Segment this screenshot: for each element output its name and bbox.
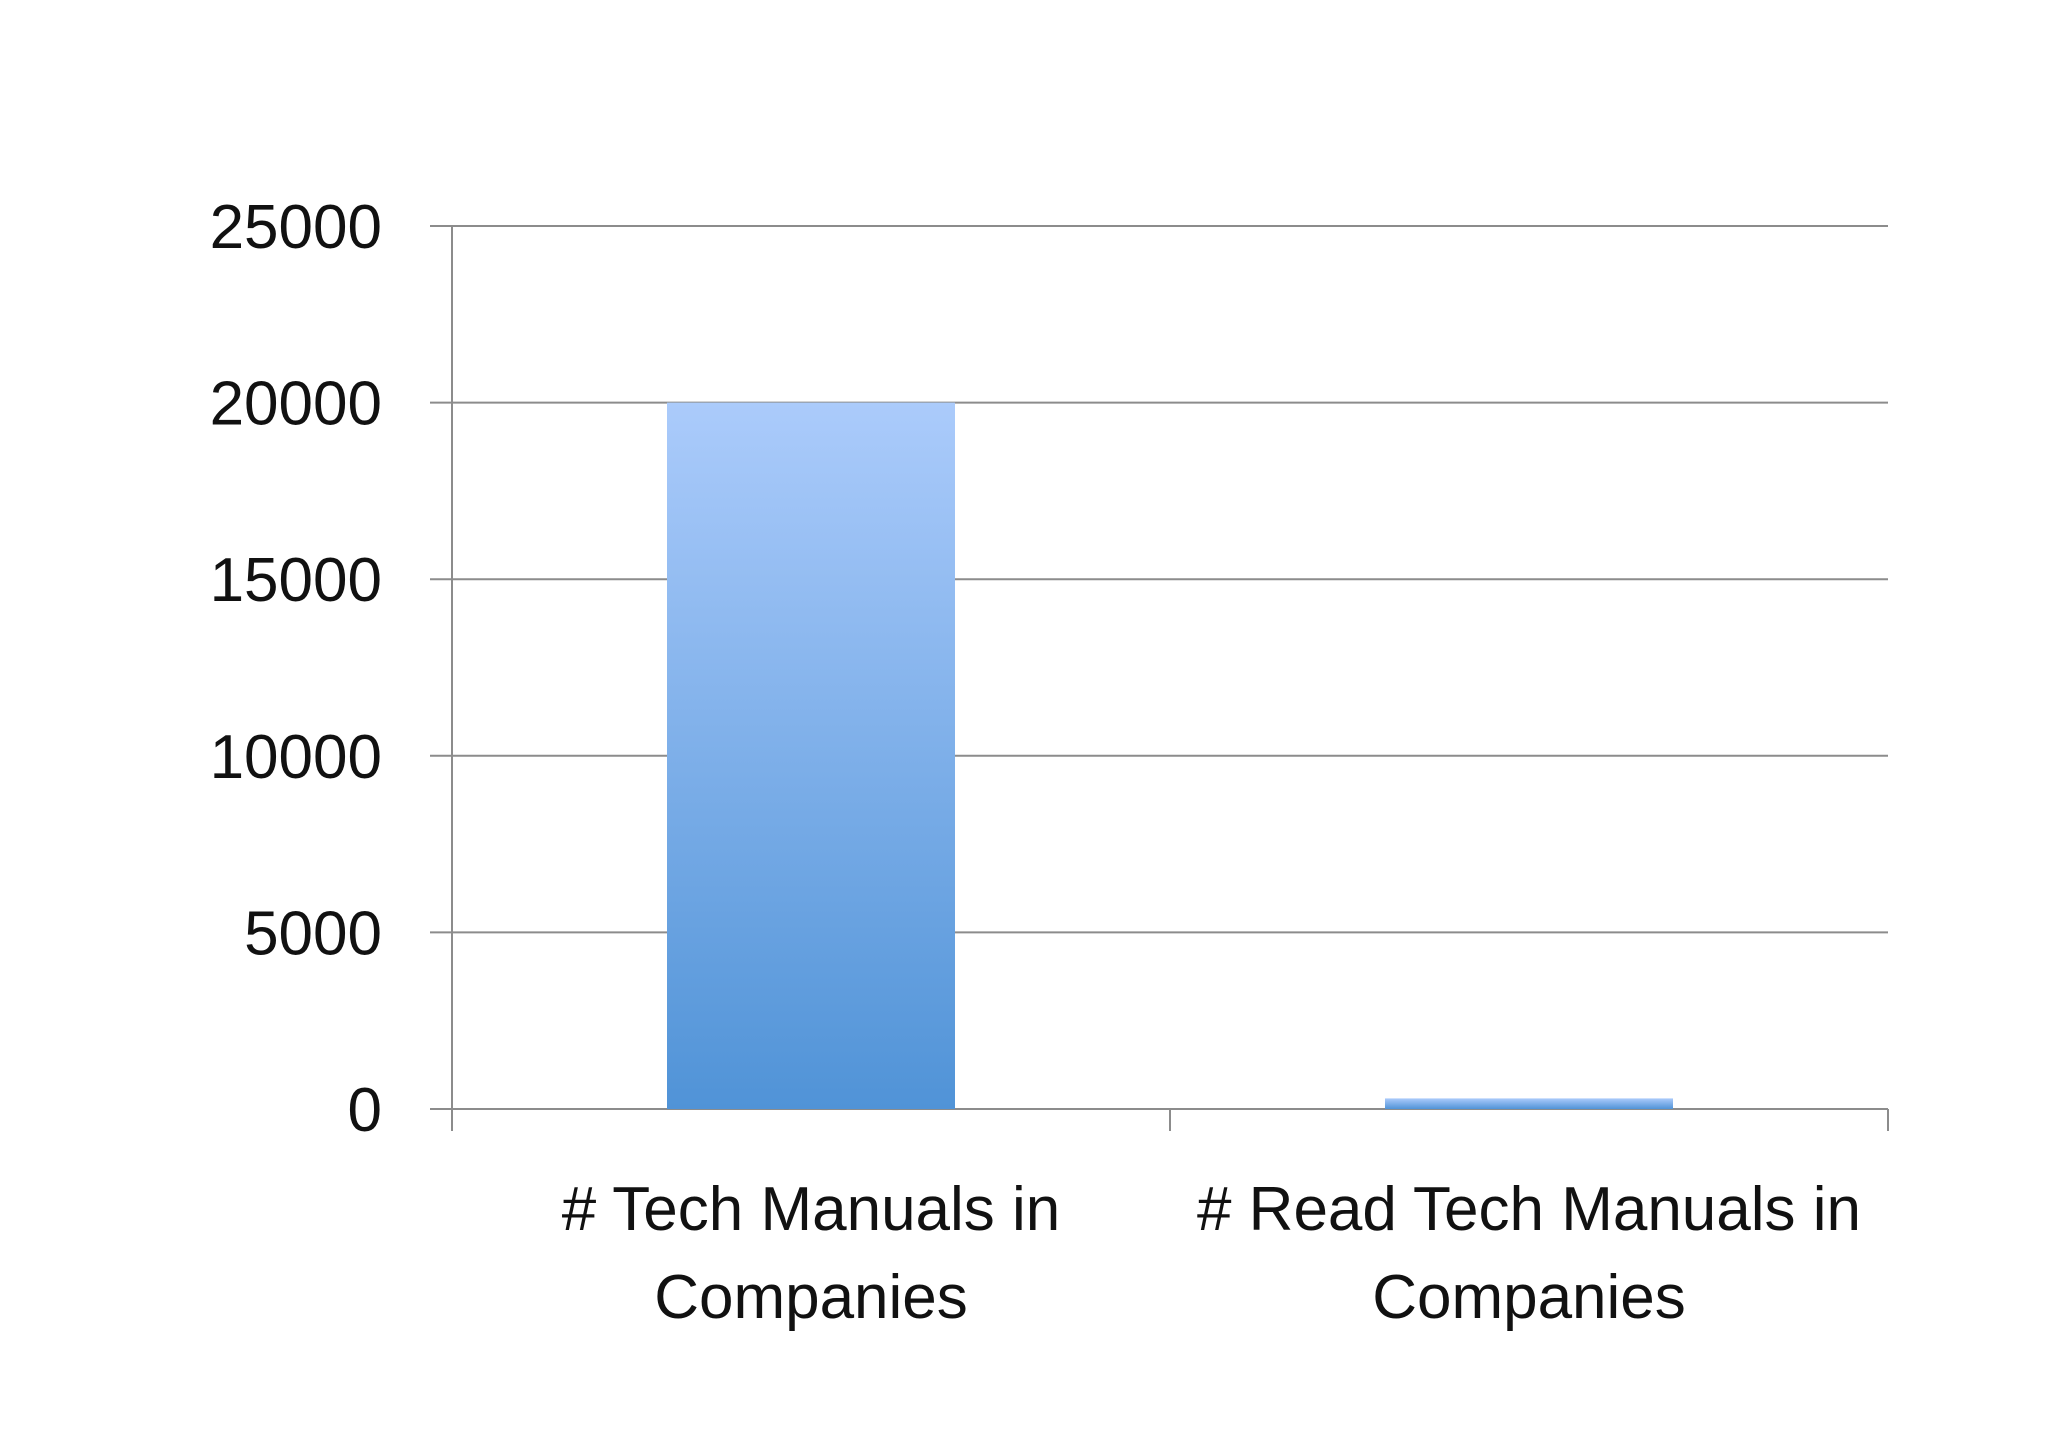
category-label-1-line-2: Companies <box>654 1263 968 1332</box>
gridlines <box>430 225 1888 1110</box>
bars <box>667 402 1673 1110</box>
y-tick-label-0: 0 <box>348 1076 382 1145</box>
category-labels: # Tech Manuals in Companies# Read Tech Ma… <box>562 1175 1861 1332</box>
category-label-2-line-2: Companies <box>1372 1263 1686 1332</box>
y-tick-label-10000: 10000 <box>210 723 382 792</box>
y-tick-labels: 0 5000 10000 15000 20000 25000 <box>210 193 382 1145</box>
y-tick-label-20000: 20000 <box>210 370 382 439</box>
category-label-2-line-1: # Read Tech Manuals in <box>1197 1175 1861 1244</box>
category-label-2: # Read Tech Manuals in Companies <box>1197 1175 1861 1332</box>
category-label-1-line-1: # Tech Manuals in <box>562 1175 1061 1244</box>
y-tick-label-15000: 15000 <box>210 546 382 615</box>
bar-2 <box>1385 1098 1673 1109</box>
category-label-1: # Tech Manuals in Companies <box>562 1175 1061 1332</box>
axes <box>451 226 1889 1131</box>
y-tick-label-5000: 5000 <box>244 899 382 968</box>
y-tick-label-25000: 25000 <box>210 193 382 262</box>
bar-1 <box>667 402 955 1110</box>
